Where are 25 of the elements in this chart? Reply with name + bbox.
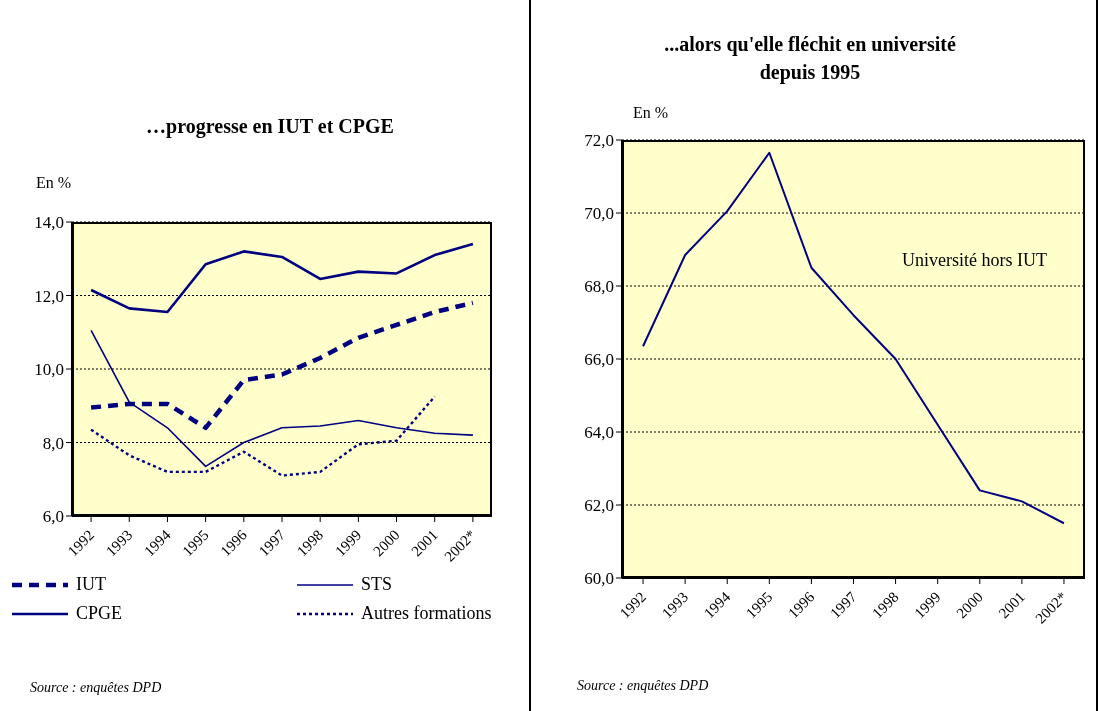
source-note: Source : enquêtes DPD (577, 678, 709, 694)
text: Université hors IUT (902, 250, 1047, 271)
y-tick-label: 72,0 (584, 131, 614, 151)
legend-label: STS (361, 574, 393, 595)
legend-label: CPGE (76, 603, 123, 624)
y-tick-label: 60,0 (584, 569, 614, 589)
y-tick-label: 12,0 (34, 286, 64, 306)
y-axis-title: En % (633, 104, 669, 122)
chart-title: ...alors qu'elle fléchit en université depuis 1995 (663, 32, 957, 86)
line-series (642, 151, 1065, 525)
y-tick-label: 14,0 (34, 213, 64, 233)
line-series (89, 242, 475, 314)
y-tick-label: 62,0 (584, 496, 614, 516)
y-tick-label: 10,0 (34, 360, 64, 380)
y-tick-label: 66,0 (584, 350, 614, 370)
legend-label: IUT (76, 574, 106, 595)
y-tick-label: 68,0 (584, 277, 614, 297)
y-tick-label: 70,0 (584, 204, 614, 224)
chart-title: …progresse en IUT et CPGE (145, 114, 395, 140)
y-tick-label: 6,0 (42, 507, 64, 527)
y-tick-label: 8,0 (42, 433, 64, 453)
legend-label: Autres formations (361, 603, 492, 624)
source-note: Source : enquêtes DPD (30, 680, 162, 696)
y-axis-title: En % (36, 174, 72, 192)
y-tick-label: 64,0 (584, 423, 614, 443)
